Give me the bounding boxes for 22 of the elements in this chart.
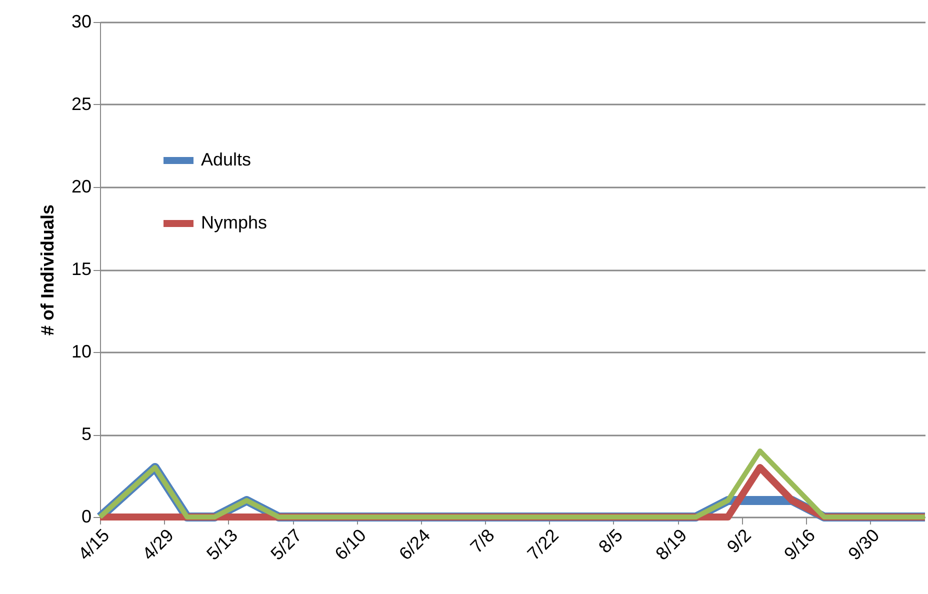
- x-tick-label: 6/24: [395, 525, 434, 564]
- x-tick-label: 8/19: [652, 525, 691, 564]
- y-tick-label: 0: [81, 506, 92, 526]
- y-tick-label: 30: [71, 12, 92, 32]
- x-tick-label: 9/30: [844, 525, 884, 564]
- x-tick-label: 4/29: [138, 525, 178, 564]
- y-tick-label: 15: [71, 259, 92, 279]
- x-tick-label: 9/2: [723, 525, 755, 557]
- x-tick-label: 5/13: [202, 525, 242, 564]
- y-tick-label: 25: [71, 94, 92, 114]
- y-tick-label: 10: [71, 342, 92, 362]
- x-tick-label: 4/15: [74, 525, 114, 564]
- x-tick-label: 8/5: [594, 525, 627, 557]
- x-tick-label: 7/8: [466, 525, 498, 557]
- y-tick-label: 20: [71, 176, 92, 196]
- y-tick-label: 5: [81, 424, 92, 444]
- y-axis-title: # of Individuals: [37, 204, 58, 336]
- legend-label: Nymphs: [201, 212, 268, 232]
- x-tick-label: 6/10: [330, 525, 370, 564]
- x-tick-label: 9/16: [780, 525, 820, 564]
- x-tick-label: 7/22: [523, 525, 562, 564]
- legend-label: Adults: [201, 150, 252, 170]
